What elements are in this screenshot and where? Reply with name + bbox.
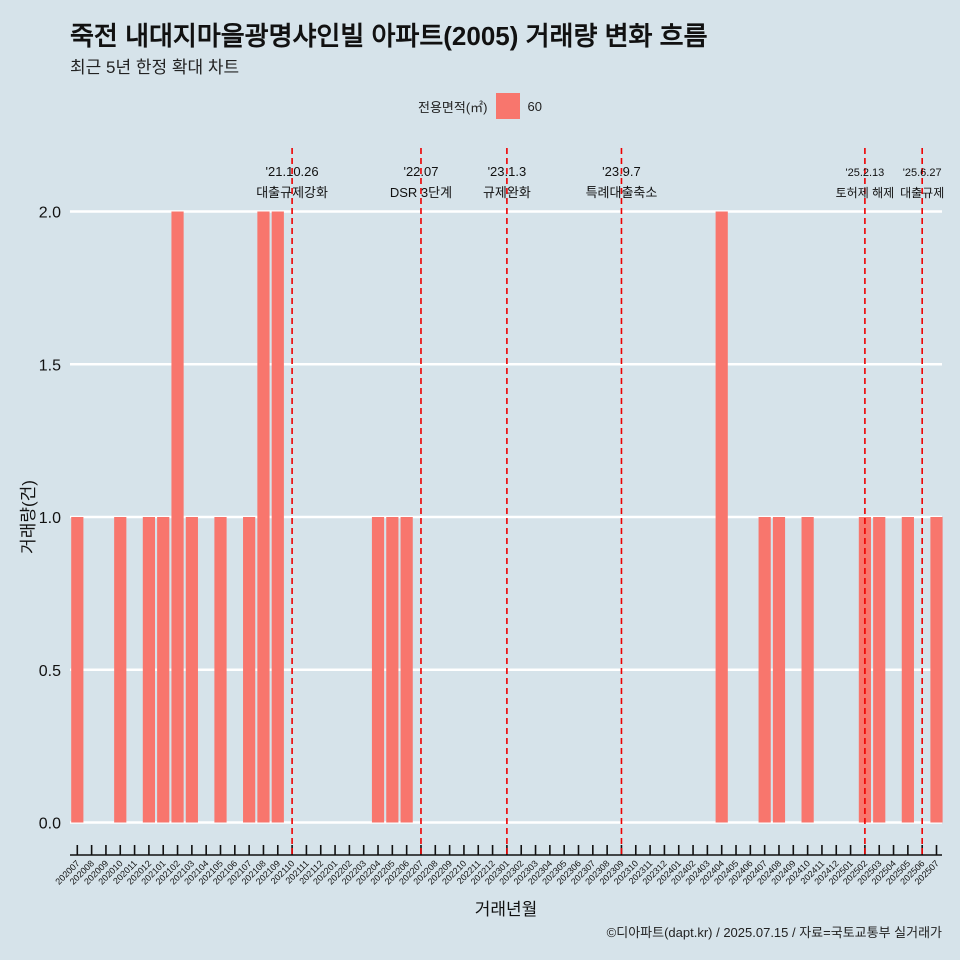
- legend-label: 60: [527, 98, 542, 114]
- bar: [930, 517, 943, 823]
- event-date-label: '25.6.27: [903, 167, 942, 179]
- bar: [185, 517, 198, 823]
- legend-swatch: [495, 93, 520, 119]
- bar: [772, 517, 786, 823]
- bar: [386, 517, 399, 823]
- event-date-label: '21.10.26: [266, 164, 319, 179]
- bar: [257, 211, 270, 823]
- y-tick-label: 0.0: [39, 816, 61, 833]
- chart-title: 죽전 내대지마을광명샤인빌 아파트(2005) 거래량 변화 흐름: [70, 21, 708, 51]
- bar: [715, 211, 728, 823]
- event-date-label: '22.07: [403, 164, 438, 179]
- event-label: 특례대출축소: [586, 185, 658, 200]
- bar: [758, 517, 771, 823]
- bar: [243, 517, 256, 823]
- bar: [157, 517, 170, 823]
- y-tick-label: 1.0: [39, 510, 61, 527]
- event-label: 규제완화: [483, 185, 531, 200]
- chart-subtitle: 최근 5년 한정 확대 차트: [70, 58, 240, 77]
- bar: [214, 517, 227, 823]
- source-caption: ©디아파트(dapt.kr) / 2025.07.15 / 자료=국토교통부 실…: [606, 925, 942, 940]
- y-tick-label: 1.5: [39, 357, 61, 374]
- bar: [901, 517, 914, 823]
- bar: [873, 517, 886, 823]
- bar: [142, 517, 155, 823]
- event-label: 대출규제강화: [256, 185, 328, 200]
- y-tick-label: 0.5: [39, 663, 61, 680]
- legend: 전용면적(㎡) 60: [0, 93, 960, 119]
- bar: [171, 211, 184, 823]
- event-date-label: '23.9.7: [602, 164, 641, 179]
- legend-title: 전용면적(㎡): [418, 99, 488, 115]
- bar: [400, 517, 413, 823]
- y-axis-title: 거래량(건): [19, 480, 38, 554]
- bar: [801, 517, 814, 823]
- bar: [371, 517, 385, 823]
- bar: [114, 517, 127, 823]
- event-label: 대출규제: [900, 186, 944, 200]
- bar: [71, 517, 84, 823]
- y-tick-label: 2.0: [39, 205, 61, 222]
- x-axis-title: 거래년월: [475, 900, 538, 919]
- event-label: DSR 3단계: [390, 185, 452, 200]
- event-date-label: '25.2.13: [845, 167, 884, 179]
- bar: [271, 211, 284, 823]
- event-date-label: '23.1.3: [488, 164, 527, 179]
- event-label: 토허제 해제: [836, 186, 895, 200]
